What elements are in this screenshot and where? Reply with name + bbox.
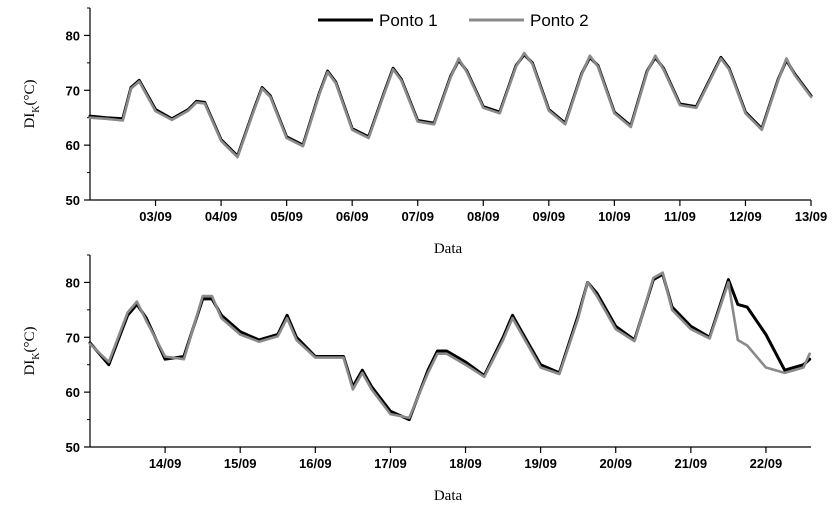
y-tick-label-bottom: 50 <box>66 440 80 455</box>
y-axis-title-sub-top: K <box>31 105 42 113</box>
x-tick-label-bottom: 16/09 <box>299 456 332 471</box>
legend: Ponto 1 Ponto 2 <box>318 11 589 30</box>
x-tick-label-top: 09/09 <box>533 209 566 224</box>
x-tick-label-bottom: 17/09 <box>374 456 407 471</box>
series-line-ponto-2-top <box>88 51 813 159</box>
series-line-ponto-1-bottom <box>88 272 812 422</box>
y-axis-title-top: DIK(°C) <box>22 79 42 128</box>
chart-top: 50 60 70 80 03/09 04/09 05/09 06/09 07/09 08/09 09… <box>22 7 828 257</box>
legend-label-ponto-1: Ponto 1 <box>379 11 438 30</box>
x-tick-label-top: 08/09 <box>467 209 500 224</box>
series-bottom <box>88 271 812 422</box>
x-tick-label-bottom: 22/09 <box>750 456 783 471</box>
series-line-ponto-1-top <box>88 53 813 158</box>
x-tick-label-bottom: 19/09 <box>524 456 557 471</box>
x-tick-label-bottom: 14/09 <box>149 456 182 471</box>
y-tick-label-top: 70 <box>66 83 80 98</box>
x-tick-label-bottom: 18/09 <box>449 456 482 471</box>
x-tick-label-top: 03/09 <box>139 209 172 224</box>
x-tick-label-top: 13/09 <box>795 209 828 224</box>
x-tick-label-bottom: 20/09 <box>599 456 632 471</box>
y-tick-label-top: 50 <box>66 193 80 208</box>
chart-bottom: 50 60 70 80 14/09 15/09 16/09 17/09 18/09 19/09 20… <box>22 254 812 504</box>
y-axis-title-unit-top: (°C) <box>22 79 38 105</box>
x-tick-label-top: 05/09 <box>270 209 303 224</box>
x-tick-label-top: 04/09 <box>205 209 238 224</box>
y-tick-label-bottom: 70 <box>66 330 80 345</box>
x-tick-label-top: 12/09 <box>729 209 762 224</box>
x-tick-label-bottom: 15/09 <box>224 456 257 471</box>
y-axis-title-bottom: DIK(°C) <box>22 326 42 375</box>
series-top <box>88 51 813 159</box>
ticks-top: 50 60 70 80 03/09 04/09 05/09 06/09 07/09 08/09 09… <box>66 7 828 224</box>
x-tick-label-top: 07/09 <box>401 209 434 224</box>
y-axis-title-unit-bottom: (°C) <box>22 326 38 352</box>
x-tick-label-top: 11/09 <box>664 209 696 224</box>
y-tick-label-top: 60 <box>66 138 80 153</box>
legend-label-ponto-2: Ponto 2 <box>530 11 589 30</box>
y-tick-label-top: 80 <box>66 28 80 43</box>
y-axis-title-main-bottom: DI <box>22 360 38 376</box>
x-axis-title-top: Data <box>434 241 463 257</box>
x-tick-label-top: 10/09 <box>598 209 631 224</box>
y-axis-title-sub-bottom: K <box>31 352 42 360</box>
y-tick-label-bottom: 60 <box>66 385 80 400</box>
x-axis-title-bottom: Data <box>434 488 463 504</box>
ticks-bottom: 50 60 70 80 14/09 15/09 16/09 17/09 18/09 19/09 20… <box>66 254 783 471</box>
series-line-ponto-2-bottom <box>88 271 812 420</box>
y-axis-title-main-top: DI <box>22 113 38 129</box>
x-tick-label-top: 06/09 <box>336 209 369 224</box>
x-tick-label-bottom: 21/09 <box>675 456 708 471</box>
y-tick-label-bottom: 80 <box>66 275 80 290</box>
